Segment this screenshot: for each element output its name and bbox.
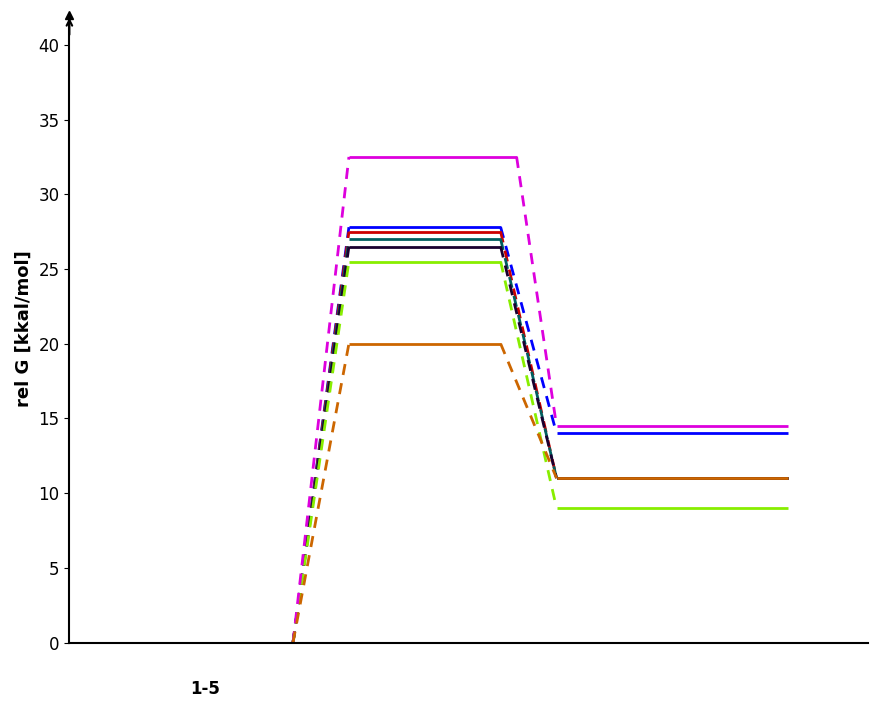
Text: 1-5: 1-5 [190, 680, 220, 698]
Y-axis label: rel G [kkal/mol]: rel G [kkal/mol] [15, 251, 33, 407]
